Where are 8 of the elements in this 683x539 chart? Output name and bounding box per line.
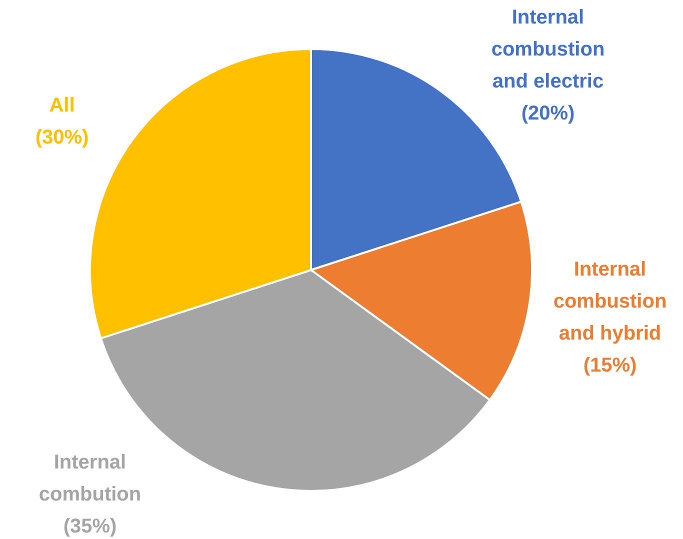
slice-label: Internal combution [38, 452, 142, 506]
slice-label: Internal combustion and electric [491, 6, 605, 93]
slice-label: All [49, 94, 75, 117]
slice-label: Internal combustion and hybrid [553, 258, 667, 345]
data-label: (15%) [583, 354, 637, 377]
data-label: (20%) [521, 102, 575, 125]
data-label: (35%) [63, 516, 117, 538]
data-label: (30%) [35, 126, 89, 149]
